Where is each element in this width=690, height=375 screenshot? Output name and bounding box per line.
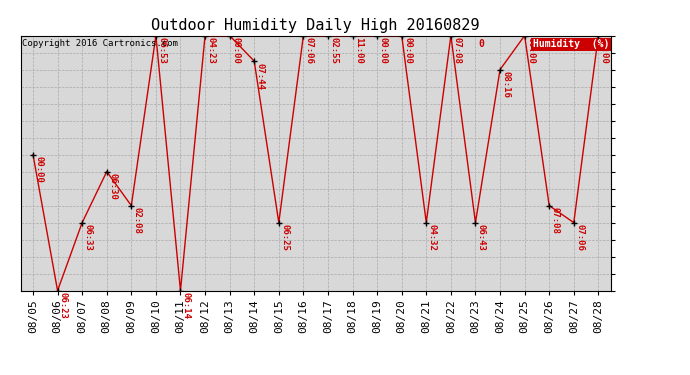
- Text: 06:30: 06:30: [108, 173, 117, 200]
- Text: Humidity  (%): Humidity (%): [533, 39, 609, 50]
- Text: 06:14: 06:14: [182, 292, 191, 319]
- Text: 07:08: 07:08: [452, 37, 461, 64]
- Text: 00:00: 00:00: [600, 37, 609, 64]
- Text: 02:08: 02:08: [132, 207, 141, 234]
- Text: Copyright 2016 Cartronics.com: Copyright 2016 Cartronics.com: [22, 39, 178, 48]
- Text: 07:08: 07:08: [551, 207, 560, 234]
- Text: 11:00: 11:00: [354, 37, 363, 64]
- Text: 06:33: 06:33: [83, 224, 92, 251]
- Text: 0: 0: [478, 39, 484, 50]
- Text: 07:06: 07:06: [575, 224, 584, 251]
- Text: 00:00: 00:00: [526, 37, 535, 64]
- Title: Outdoor Humidity Daily High 20160829: Outdoor Humidity Daily High 20160829: [151, 18, 480, 33]
- Text: 08:16: 08:16: [502, 71, 511, 98]
- Text: 06:43: 06:43: [477, 224, 486, 251]
- Text: 04:32: 04:32: [428, 224, 437, 251]
- Text: 00:00: 00:00: [231, 37, 240, 64]
- Text: 04:23: 04:23: [206, 37, 215, 64]
- Text: 07:06: 07:06: [305, 37, 314, 64]
- Text: 07:44: 07:44: [255, 63, 264, 89]
- Text: 00:00: 00:00: [379, 37, 388, 64]
- Text: 00:00: 00:00: [34, 156, 43, 183]
- Text: 06:53: 06:53: [157, 37, 166, 64]
- Text: 02:55: 02:55: [329, 37, 338, 64]
- Text: 06:23: 06:23: [59, 292, 68, 319]
- Text: 00:00: 00:00: [403, 37, 412, 64]
- Text: 06:25: 06:25: [280, 224, 289, 251]
